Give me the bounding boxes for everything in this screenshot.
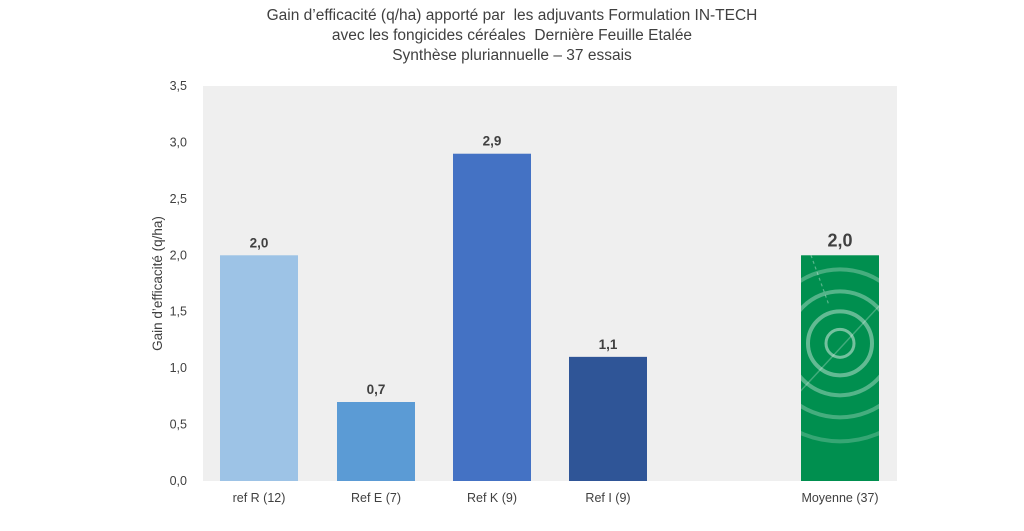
x-category-label: Ref E (7) (351, 491, 401, 505)
y-tick-label: 3,5 (170, 79, 187, 93)
bar-pattern-line (801, 304, 879, 392)
x-category-label: ref R (12) (233, 491, 286, 505)
y-tick-label: 2,0 (170, 248, 187, 262)
data-label: 1,1 (599, 337, 618, 352)
x-category-label: Ref I (9) (585, 491, 630, 505)
y-tick-label: 3,0 (170, 135, 187, 149)
data-label: 0,7 (367, 382, 386, 397)
bar-pattern-ring (824, 327, 856, 359)
y-axis-label: Gain d’efficacité (q/ha) (150, 216, 165, 351)
y-tick-label: 0,5 (170, 418, 187, 432)
bar (801, 255, 879, 481)
chart-title-line-1: Gain d’efficacité (q/ha) apporté par les… (266, 7, 758, 24)
x-category-label: Moyenne (37) (801, 491, 878, 505)
bar (569, 356, 647, 481)
bar (337, 402, 415, 481)
chart-title-line-3: Synthèse pluriannuelle – 37 essais (392, 47, 632, 64)
plot-area (203, 86, 897, 481)
bar-pattern-ring (801, 267, 879, 420)
chart-title: Gain d’efficacité (q/ha) apporté par les… (0, 6, 1024, 66)
bar-pattern-ring (806, 309, 874, 378)
chart-title-line-2: avec les fongicides céréales Dernière Fe… (331, 27, 693, 44)
data-label: 2,0 (827, 230, 852, 250)
bar-pattern-ring (801, 289, 879, 398)
y-tick-label: 1,5 (170, 305, 187, 319)
bar-pattern-ring (801, 255, 879, 444)
x-category-label: Ref K (9) (467, 491, 517, 505)
y-tick-label: 1,0 (170, 361, 187, 375)
data-label: 2,9 (483, 134, 502, 149)
y-tick-label: 0,0 (170, 474, 187, 488)
data-label: 2,0 (250, 235, 269, 250)
bar-pattern-line (810, 255, 830, 306)
bar (220, 255, 298, 481)
bar (453, 153, 531, 481)
bar-pattern (801, 255, 879, 444)
y-tick-label: 2,5 (170, 192, 187, 206)
